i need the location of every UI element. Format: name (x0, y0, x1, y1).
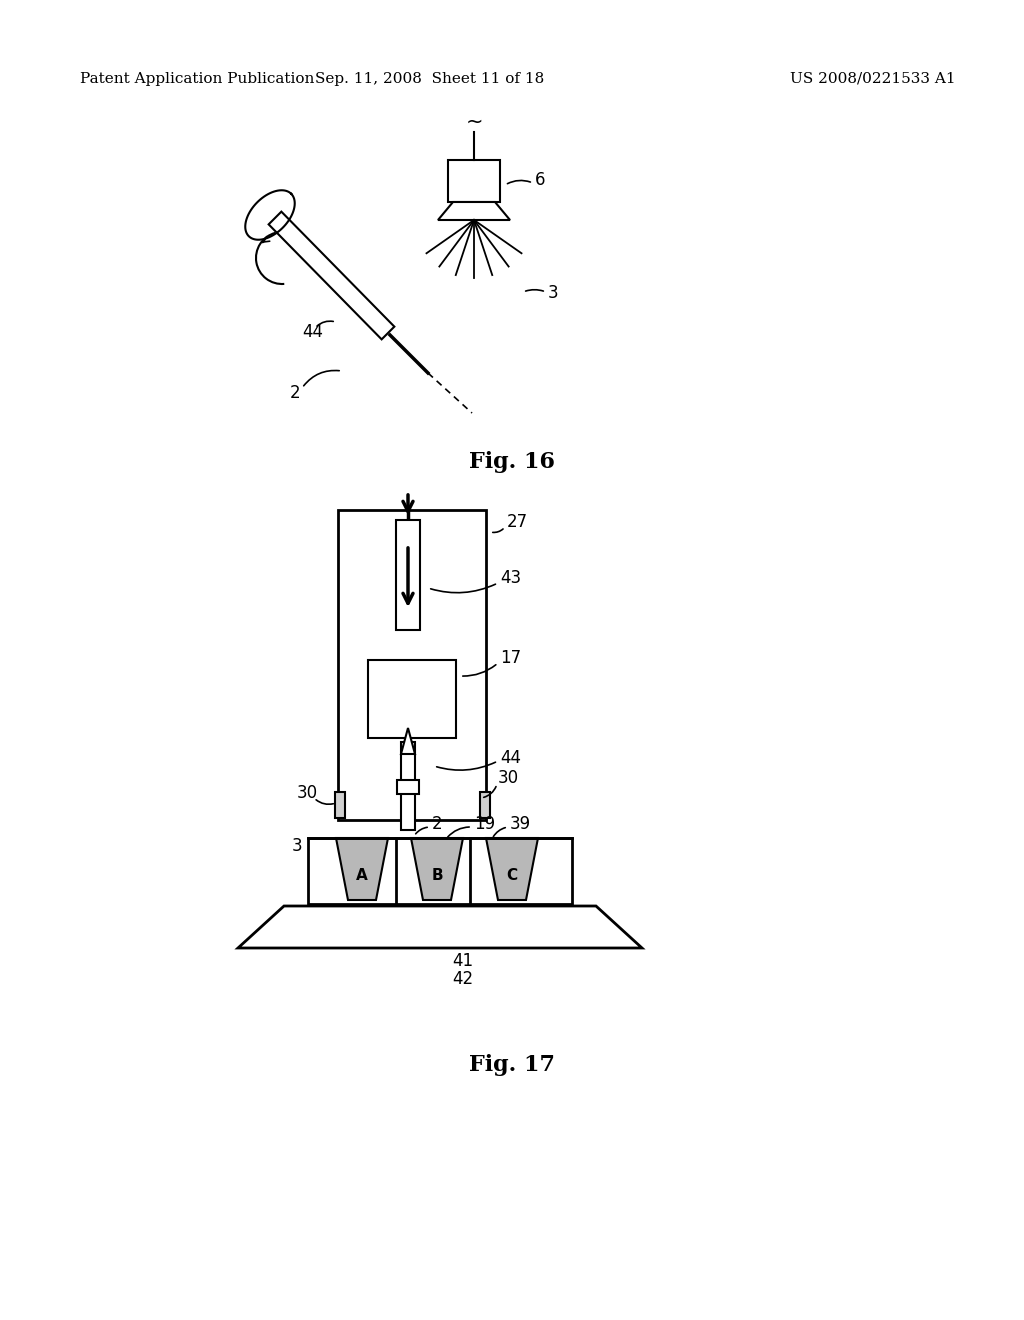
Bar (401, 742, 415, 830)
Polygon shape (401, 729, 415, 754)
Text: C: C (507, 869, 517, 883)
Text: 27: 27 (507, 513, 528, 531)
Bar (368, 660, 456, 738)
Text: Fig. 16: Fig. 16 (469, 451, 555, 473)
Text: Fig. 17: Fig. 17 (469, 1053, 555, 1076)
Text: 17: 17 (500, 649, 521, 667)
Text: B: B (431, 869, 442, 883)
Bar (338, 510, 486, 820)
Polygon shape (268, 211, 394, 339)
Text: 3: 3 (292, 837, 303, 855)
Text: 41: 41 (452, 952, 473, 970)
Bar (449, 160, 500, 202)
Text: A: A (356, 869, 368, 883)
Bar (397, 780, 419, 795)
Bar (480, 792, 490, 818)
Bar (335, 792, 345, 818)
Bar (308, 838, 572, 904)
Text: 19: 19 (474, 814, 496, 833)
Text: 44: 44 (500, 748, 521, 767)
Text: 43: 43 (500, 569, 521, 587)
Polygon shape (411, 838, 463, 900)
Polygon shape (438, 202, 510, 220)
Text: 42: 42 (452, 970, 473, 987)
Text: US 2008/0221533 A1: US 2008/0221533 A1 (790, 73, 955, 86)
Polygon shape (336, 838, 388, 900)
Text: 3: 3 (548, 284, 559, 302)
Polygon shape (238, 906, 642, 948)
Text: 2: 2 (432, 814, 442, 833)
Text: 39: 39 (510, 814, 531, 833)
Text: 30: 30 (498, 770, 519, 787)
Text: ~: ~ (465, 112, 482, 132)
Text: 6: 6 (535, 172, 546, 189)
Text: 2: 2 (290, 384, 301, 403)
Text: Patent Application Publication: Patent Application Publication (80, 73, 314, 86)
Text: Sep. 11, 2008  Sheet 11 of 18: Sep. 11, 2008 Sheet 11 of 18 (315, 73, 545, 86)
Polygon shape (486, 838, 538, 900)
Bar (396, 520, 420, 630)
Text: 44: 44 (302, 323, 323, 341)
Text: 30: 30 (297, 784, 318, 803)
